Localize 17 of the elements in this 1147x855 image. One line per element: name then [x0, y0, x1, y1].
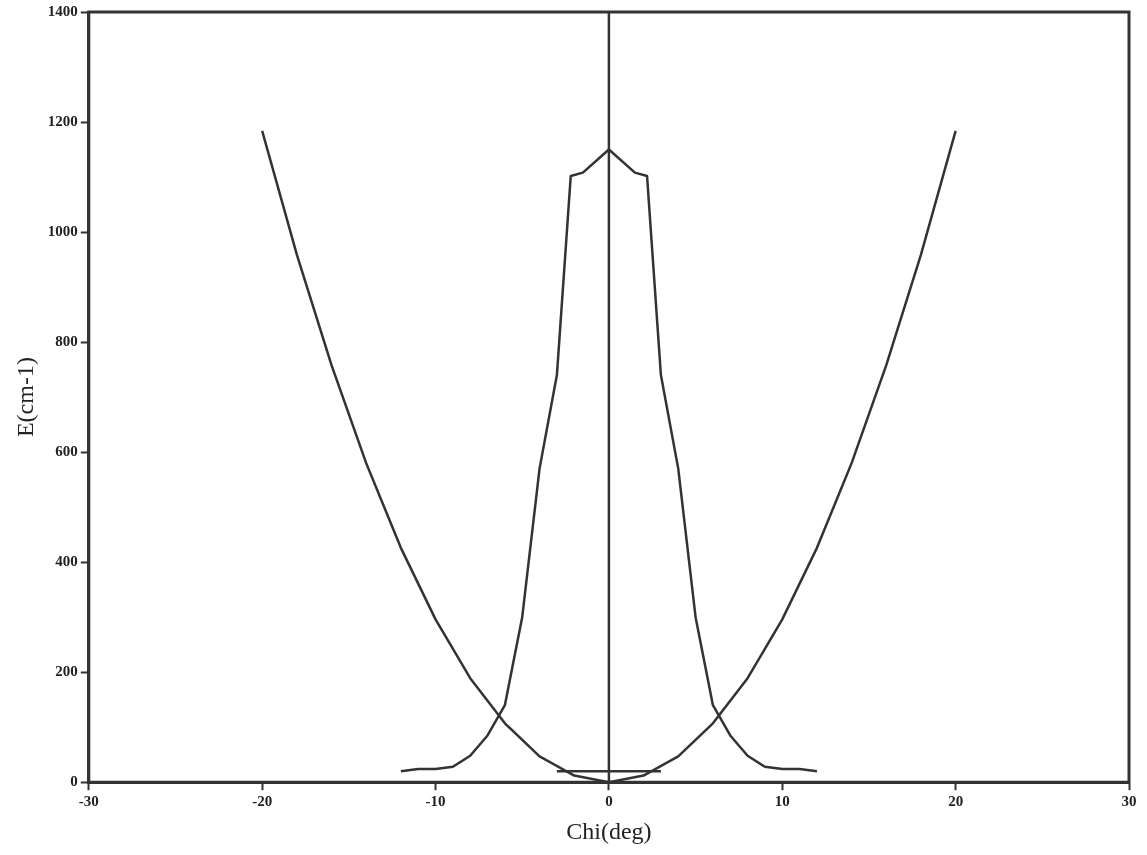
y-tick-label: 1400	[47, 2, 78, 19]
x-tick-label: -10	[425, 793, 446, 810]
y-tick-label: 1000	[47, 222, 78, 239]
x-tick-label: 0	[605, 793, 613, 810]
x-tick-label: -20	[252, 793, 273, 810]
y-tick-label: 0	[70, 773, 78, 790]
x-tick-label: 10	[774, 793, 790, 810]
y-tick-label: 600	[55, 442, 78, 459]
y-tick-label: 200	[55, 663, 78, 680]
x-tick-label: 30	[1121, 793, 1137, 810]
y-tick-label: 400	[55, 553, 78, 570]
x-axis-title: Chi(deg)	[566, 817, 652, 844]
y-axis-title: E(cm-1)	[11, 357, 38, 438]
x-tick-label: 20	[948, 793, 964, 810]
x-tick-label: -30	[78, 793, 99, 810]
y-tick-label: 1200	[47, 112, 78, 129]
y-tick-label: 800	[55, 332, 78, 349]
